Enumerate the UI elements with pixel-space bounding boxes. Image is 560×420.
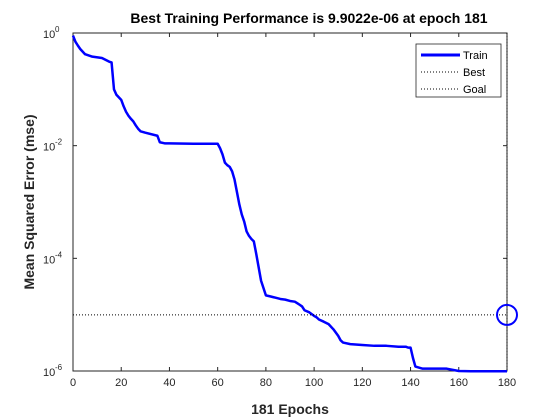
chart-title: Best Training Performance is 9.9022e-06 … [130,10,487,26]
legend-train-label: Train [463,50,488,62]
x-tick-label: 140 [401,377,419,389]
x-tick-label: 60 [212,377,224,389]
y-tick-label: 10 -6 [43,363,63,379]
y-tick-base: 10 [43,367,55,379]
y-tick-exponent: 0 [55,25,60,34]
best-marker [496,303,518,326]
legend-best-label: Best [463,67,485,79]
y-tick-base: 10 [43,254,55,266]
x-axis-label: 181 Epochs [251,401,329,417]
y-tick-label: 10 0 [43,25,60,41]
legend-goal-label: Goal [463,84,486,96]
legend: Train Best Goal [415,43,502,98]
legend-box [415,43,502,98]
x-tick-label: 180 [498,377,516,389]
y-tick-label: 10 -2 [43,138,63,154]
x-tick-label: 40 [163,377,175,389]
series-group [71,33,518,373]
x-tick-label: 80 [260,377,272,389]
x-tick-label: 0 [70,377,76,389]
train-line [71,35,507,373]
x-tick-label: 120 [353,377,371,389]
y-tick-base: 10 [43,142,55,154]
y-tick-exponent: -2 [55,138,63,147]
x-tick-label: 160 [450,377,468,389]
x-tick-label: 100 [305,377,323,389]
x-tick-label: 20 [115,377,127,389]
y-tick-label: 10 -4 [43,250,63,266]
y-tick-exponent: -6 [55,363,63,372]
y-tick-exponent: -4 [55,250,63,259]
y-axis-label: Mean Squared Error (mse) [21,114,37,289]
y-tick-base: 10 [43,29,55,41]
